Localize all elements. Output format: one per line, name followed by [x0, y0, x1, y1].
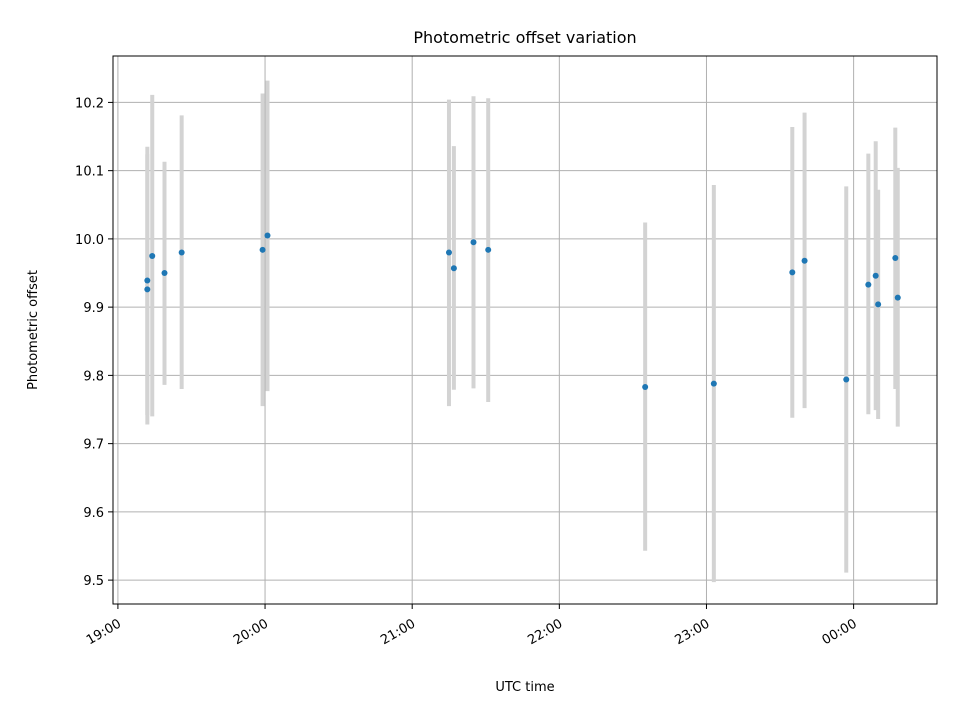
data-point — [843, 376, 850, 383]
data-point — [264, 232, 271, 239]
data-point — [178, 249, 185, 256]
data-point — [485, 246, 492, 253]
data-point — [445, 249, 452, 256]
data-point — [642, 383, 649, 390]
data-point — [875, 301, 882, 308]
data-point — [872, 272, 879, 279]
data-point — [161, 270, 168, 277]
y-tick-label: 10.0 — [75, 233, 104, 248]
x-axis-label: UTC time — [495, 680, 554, 695]
data-point — [892, 255, 899, 262]
y-tick-label: 10.2 — [75, 96, 104, 111]
data-point — [259, 246, 266, 253]
data-point — [710, 380, 717, 387]
chart-title: Photometric offset variation — [413, 28, 636, 47]
data-point — [789, 269, 796, 276]
y-tick-label: 10.1 — [75, 165, 104, 180]
data-point — [470, 239, 477, 246]
data-point — [144, 277, 151, 284]
grid — [113, 56, 937, 604]
y-tick-label: 9.5 — [83, 574, 104, 589]
plot-area — [112, 55, 938, 605]
y-tick-label: 9.9 — [83, 301, 104, 316]
y-axis-label: Photometric offset — [26, 270, 41, 390]
data-point — [865, 281, 872, 288]
y-tick-label: 9.8 — [83, 369, 104, 384]
data-point — [149, 252, 156, 259]
y-tick-label: 9.7 — [83, 438, 104, 453]
data-point — [450, 265, 457, 272]
data-points — [144, 232, 901, 390]
data-point — [144, 286, 151, 293]
axes-background — [113, 56, 937, 604]
axes-frame — [112, 55, 938, 605]
y-axis-ticks: 9.5 9.6 9.7 9.8 9.9 10.0 10.1 10.2 — [75, 96, 113, 589]
data-point — [801, 257, 808, 264]
y-tick-label: 9.6 — [83, 506, 104, 521]
data-point — [894, 294, 901, 301]
